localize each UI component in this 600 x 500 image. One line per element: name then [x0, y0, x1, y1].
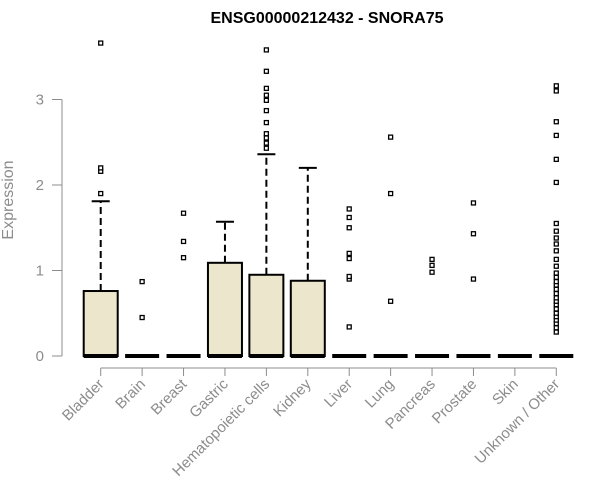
- y-tick-label: 3: [36, 92, 44, 109]
- chart-title: ENSG00000212432 - SNORA75: [210, 10, 443, 27]
- outlier-point: [98, 40, 104, 46]
- y-axis-label: Expression: [0, 160, 17, 239]
- outlier-point: [553, 119, 559, 125]
- box: [248, 273, 285, 357]
- y-tick-label: 0: [36, 348, 44, 365]
- outlier-point: [263, 85, 270, 92]
- plot-area: [82, 40, 574, 358]
- outlier-point: [346, 214, 352, 221]
- outlier-point: [263, 68, 270, 74]
- box-group: [206, 220, 243, 358]
- x-tick-label: Bladder: [59, 376, 108, 425]
- outlier-point: [553, 329, 559, 335]
- outlier-point: [263, 97, 270, 104]
- outlier-point: [553, 295, 559, 301]
- outlier-point: [553, 88, 559, 94]
- x-tick-label: Kidney: [270, 375, 315, 420]
- outlier-point: [429, 262, 435, 269]
- outlier-point: [263, 47, 270, 53]
- outlier-point: [180, 238, 187, 245]
- x-tick-label: Breast: [148, 375, 191, 418]
- x-tick-label: Prostate: [429, 376, 481, 428]
- outlier-point: [470, 276, 477, 282]
- outlier-point: [553, 278, 559, 285]
- outlier-point: [387, 134, 394, 140]
- outlier-point: [553, 179, 559, 186]
- box-group: [125, 278, 160, 358]
- outlier-point: [263, 131, 270, 137]
- box-group: [82, 40, 119, 358]
- box-group: [373, 134, 408, 358]
- outlier-point: [346, 250, 352, 257]
- outlier-point: [429, 269, 435, 275]
- box: [206, 261, 243, 357]
- outlier-point: [553, 156, 559, 163]
- box-group: [415, 256, 450, 358]
- outlier-point: [387, 190, 394, 197]
- x-tick-label: Brain: [112, 376, 149, 413]
- box-group: [456, 200, 491, 358]
- outlier-point: [263, 92, 270, 98]
- outlier-point: [553, 220, 559, 227]
- y-tick-label: 2: [36, 177, 44, 194]
- outlier-point: [98, 190, 104, 197]
- outlier-point: [553, 306, 559, 312]
- outlier-point: [346, 273, 352, 280]
- x-tick-label: Lung: [362, 376, 398, 412]
- outlier-point: [180, 255, 187, 261]
- outlier-point: [98, 165, 104, 171]
- x-tick-label: Liver: [321, 376, 356, 411]
- outlier-point: [553, 132, 559, 139]
- outlier-point: [263, 107, 270, 114]
- box: [82, 290, 119, 357]
- y-axis: 0 1 2 3: [36, 92, 63, 365]
- y-tick-label: 1: [36, 263, 44, 280]
- outlier-point: [139, 278, 145, 285]
- outlier-point: [553, 235, 559, 241]
- box-group: [539, 83, 574, 358]
- x-tick-label: Skin: [489, 376, 522, 409]
- outlier-point: [263, 119, 270, 126]
- outlier-point: [553, 310, 559, 316]
- outlier-point: [263, 140, 270, 146]
- outlier-point: [553, 228, 559, 234]
- outlier-point: [553, 270, 559, 276]
- outlier-point: [346, 206, 352, 212]
- outlier-point: [553, 248, 559, 254]
- outlier-point: [387, 298, 394, 304]
- outlier-point: [139, 314, 145, 321]
- outlier-point: [429, 256, 435, 263]
- outlier-point: [553, 241, 559, 247]
- box-group: [289, 166, 326, 358]
- outlier-point: [553, 256, 559, 263]
- outlier-point: [470, 200, 477, 206]
- outlier-point: [263, 145, 270, 151]
- outlier-point: [346, 225, 352, 231]
- box-group: [166, 210, 201, 358]
- outlier-point: [263, 135, 270, 141]
- box-group: [332, 206, 367, 358]
- outlier-point: [553, 286, 559, 292]
- outlier-point: [470, 231, 477, 237]
- outlier-point: [346, 324, 352, 330]
- outlier-point: [553, 83, 559, 89]
- box: [289, 279, 326, 358]
- outlier-point: [553, 263, 559, 269]
- outlier-point: [553, 274, 559, 280]
- outlier-point: [346, 255, 352, 262]
- outlier-point: [553, 290, 559, 297]
- box-group: [248, 47, 285, 358]
- outlier-point: [180, 210, 187, 216]
- outlier-point: [553, 325, 559, 331]
